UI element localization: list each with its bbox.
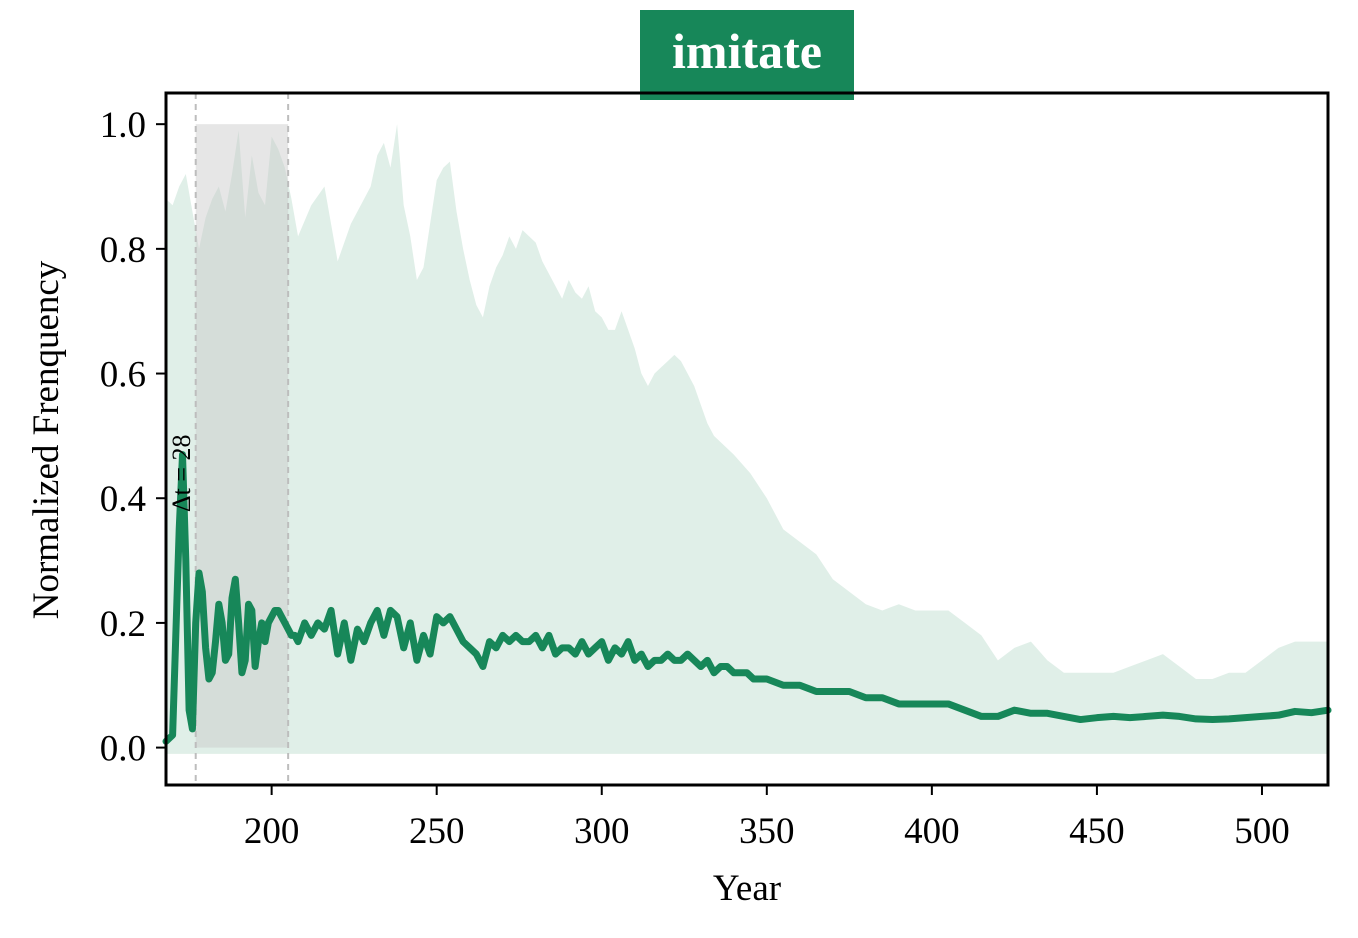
y-tick-label: 0.6	[100, 355, 146, 396]
y-tick-label: 0.0	[100, 729, 146, 770]
confidence-band	[166, 124, 1328, 754]
plot-frame	[164, 91, 1330, 787]
x-axis-label: Year	[713, 868, 781, 909]
y-tick-label: 0.8	[100, 230, 146, 271]
x-tick-label: 350	[739, 811, 795, 852]
x-tick-label: 450	[1069, 811, 1125, 852]
x-axis-ticks: 200 250 300 350 400 450 500	[244, 785, 1290, 852]
title-badge	[640, 10, 854, 100]
delta-t-annotation: Δt = 28	[167, 434, 196, 512]
series-line-mean	[162, 451, 1332, 745]
chart-title: imitate	[672, 23, 822, 79]
x-tick-label: 400	[904, 811, 960, 852]
x-tick-label: 200	[244, 811, 300, 852]
y-axis-label: Normalized Frenquency	[26, 260, 67, 619]
plot-area: Δt = 28	[162, 93, 1332, 785]
x-tick-label: 250	[409, 811, 465, 852]
y-tick-label: 0.2	[100, 604, 146, 645]
y-tick-label: 1.0	[100, 105, 146, 146]
x-tick-label: 300	[574, 811, 630, 852]
x-tick-label: 500	[1234, 811, 1290, 852]
y-tick-label: 0.4	[100, 479, 146, 520]
y-axis-ticks: 0.0 0.2 0.4 0.6 0.8 1.0	[100, 105, 166, 770]
